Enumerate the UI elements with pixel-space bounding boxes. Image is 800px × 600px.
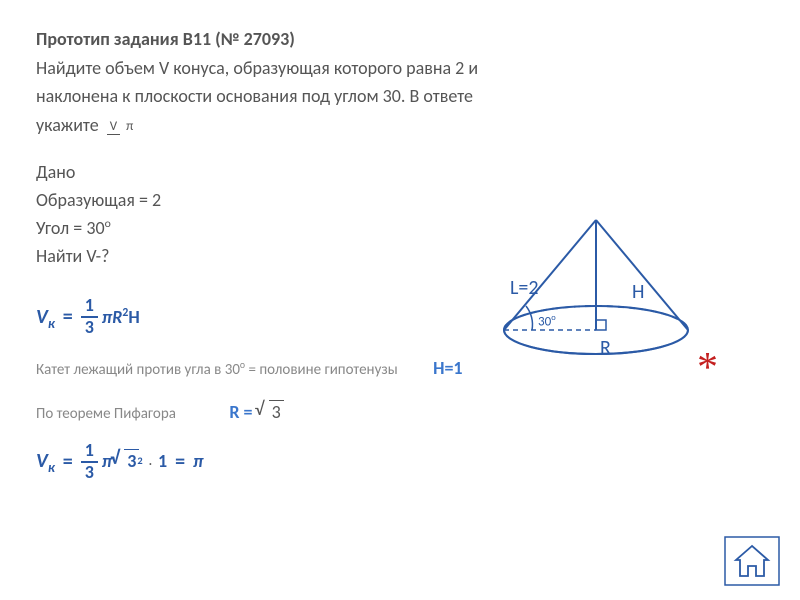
given-header: Дано: [36, 159, 764, 187]
sqrt-3-squared: 3: [112, 445, 139, 477]
h-value: H=1: [433, 357, 462, 379]
pi-r2-h: πR2H: [102, 301, 140, 333]
frac-numerator: V: [107, 119, 120, 135]
problem-line-2: наклонена к плоскости основания под угло…: [36, 84, 764, 108]
cone-diagram: L=2 H R 30o: [492, 208, 700, 368]
pythagoras-line: По теореме Пифагора R = 3: [36, 396, 764, 428]
task-title: Прототип задания B11 (№ 27093): [36, 28, 764, 50]
problem-prefix: укажите: [36, 114, 99, 136]
r-equals: R = 3: [229, 401, 283, 423]
sqrt-3: 3: [257, 396, 284, 428]
final-computation: Vк = 1 3 π 3 2 · 1 = π: [36, 441, 764, 483]
problem-line-1: Найдите объем V конуса, образующая котор…: [36, 56, 764, 80]
vk-symbol: Vк: [36, 299, 55, 336]
label-angle: 30o: [538, 313, 556, 329]
answer-fraction: V π: [107, 118, 137, 136]
home-button[interactable]: [724, 536, 780, 586]
asterisk-marker: *: [697, 344, 718, 392]
one-third: 1 3: [81, 296, 98, 338]
label-R: R: [600, 336, 611, 360]
label-L: L=2: [510, 276, 539, 300]
frac-denominator: π: [123, 119, 136, 134]
label-H: H: [632, 280, 644, 304]
problem-line-3: укажите V π: [36, 113, 764, 137]
